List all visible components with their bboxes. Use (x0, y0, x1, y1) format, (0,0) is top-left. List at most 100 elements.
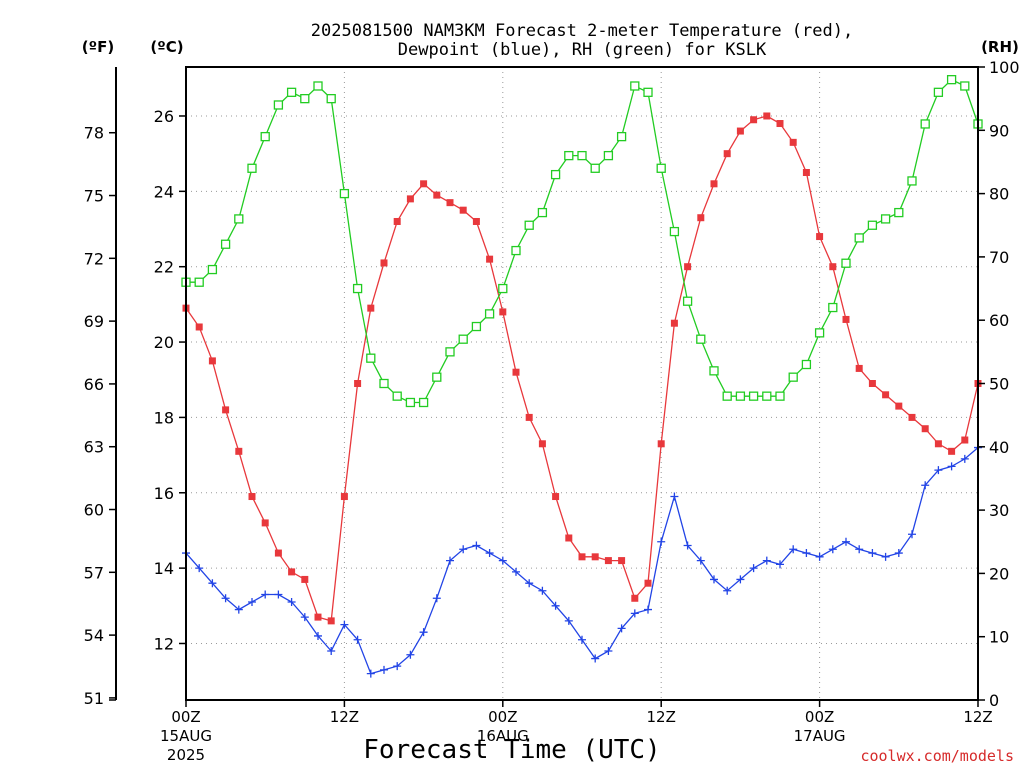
rh-point (722, 391, 732, 401)
fahrenheit-tick-label: 54 (84, 626, 104, 645)
2-meter-temperature-point (367, 304, 375, 312)
2-meter-temperature-point (512, 368, 520, 376)
rh-point (484, 309, 495, 319)
rh-point (603, 150, 614, 161)
dewpoint-point (578, 635, 586, 644)
rh-tick-label: 30 (989, 501, 1009, 520)
dewpoint-point (551, 601, 560, 610)
fahrenheit-tick-label: 60 (84, 501, 104, 520)
celsius-tick-label: 24 (154, 182, 174, 201)
fahrenheit-tick-label: 66 (84, 375, 104, 394)
rh-tick-label: 60 (989, 311, 1009, 330)
dewpoint-point (934, 466, 943, 475)
2-meter-temperature-point (644, 579, 652, 587)
x-tick-date: 16AUG (477, 727, 529, 745)
dewpoint-point (446, 556, 454, 565)
2-meter-temperature-point (446, 199, 454, 207)
dewpoint-point (353, 635, 362, 644)
2-meter-temperature-point (908, 413, 916, 421)
rh-point (828, 302, 838, 313)
rh-point (814, 328, 825, 338)
x-tick-year: 2025 (167, 746, 205, 764)
dewpoint-point (723, 586, 732, 595)
2-meter-temperature-point (327, 617, 335, 625)
rh-point (564, 150, 574, 161)
dewpoint-point (591, 654, 600, 663)
rh-point (313, 81, 323, 91)
dewpoint-point (472, 541, 481, 550)
2-meter-temperature-point (776, 120, 784, 128)
rh-point (550, 169, 561, 180)
dewpoint-point (908, 530, 916, 539)
rh-point (577, 150, 587, 161)
celsius-tick-label: 22 (154, 258, 174, 277)
fahrenheit-tick-label: 78 (84, 124, 104, 143)
x-tick-label: 00Z (488, 708, 517, 726)
x-tick-date: 15AUG (160, 727, 212, 745)
2-meter-temperature-point (868, 380, 876, 387)
rh-tick-label: 20 (989, 564, 1009, 583)
2-meter-temperature-point (921, 425, 929, 433)
dewpoint-point (630, 609, 639, 618)
dewpoint-point (960, 454, 969, 463)
2-meter-temperature-point (380, 259, 388, 267)
2-meter-temperature-point (657, 440, 665, 448)
2-meter-temperature-point (934, 440, 942, 448)
rh-point (854, 233, 864, 243)
celsius-tick-label: 16 (154, 484, 174, 503)
2-meter-temperature-point (591, 553, 599, 561)
2-meter-temperature-point (948, 447, 956, 455)
celsius-tick-label: 20 (154, 333, 174, 352)
rh-point (894, 207, 904, 218)
rh-point (907, 176, 917, 186)
dewpoint-point (802, 549, 811, 558)
2-meter-temperature-point (895, 402, 903, 410)
2-meter-temperature-point (710, 180, 718, 188)
rh-point (405, 397, 416, 408)
x-tick-label: 12Z (647, 708, 676, 726)
dewpoint-point (617, 624, 626, 633)
rh-point (286, 87, 297, 97)
dewpoint-point (710, 575, 718, 584)
2-meter-temperature-point (552, 493, 560, 501)
rh-point (498, 283, 508, 294)
rh-point (260, 131, 270, 142)
rh-point (524, 220, 534, 230)
rh-point (696, 334, 706, 344)
dewpoint-point (604, 647, 613, 656)
x-tick-label: 00Z (805, 708, 834, 726)
dewpoint-point (762, 556, 771, 565)
rh-point (300, 94, 310, 104)
rh-point (339, 188, 350, 199)
dewpoint-point (498, 556, 507, 565)
2-meter-temperature-point (274, 549, 282, 557)
2-meter-temperature-point (763, 112, 771, 120)
dewpoint-point (828, 545, 837, 554)
2-meter-temperature-point (697, 214, 705, 222)
dewpoint-point (749, 564, 758, 573)
2-meter-temperature-point (314, 613, 322, 621)
rh-tick-label: 90 (989, 121, 1009, 140)
rh-point (682, 296, 693, 306)
2-meter-temperature-point (604, 557, 612, 565)
dewpoint-point (459, 545, 468, 554)
2-meter-temperature-point (235, 447, 243, 455)
fahrenheit-tick-label: 72 (84, 249, 104, 268)
x-axis-label: Forecast Time (UTC) (363, 735, 660, 765)
rh-point (471, 321, 482, 332)
celsius-tick-label: 18 (154, 408, 174, 427)
rh-point (234, 214, 244, 224)
dewpoint-point (881, 552, 890, 561)
rh-unit-label: (RH) (981, 38, 1019, 56)
2-meter-temperature-point (525, 413, 533, 421)
celsius-tick-label: 14 (154, 559, 174, 578)
fahrenheit-tick-label: 51 (84, 689, 104, 708)
rh-point (775, 391, 785, 401)
dewpoint-point (419, 628, 428, 637)
credit-text: coolwx.com/models (860, 747, 1014, 765)
rh-point (590, 163, 600, 173)
grid-layer (186, 67, 978, 700)
2-meter-temperature-point (288, 568, 296, 576)
dewpoint-point (894, 549, 903, 558)
